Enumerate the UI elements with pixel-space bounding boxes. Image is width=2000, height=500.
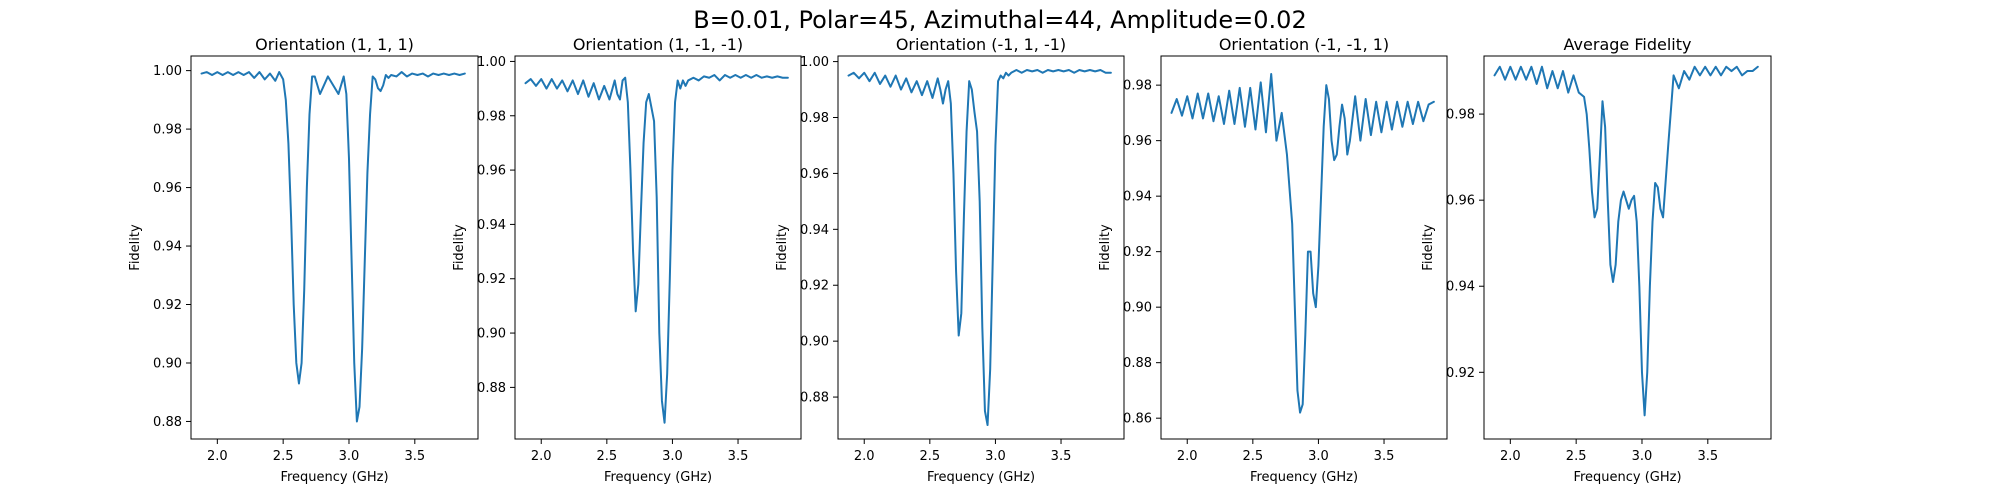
axes-frame: [1483, 55, 1772, 440]
subplot-3: 2.0 2.5 3.0 3.5 0.88 0.90 0.92 0.94 0.96 0.98 1.00…: [775, 35, 1125, 485]
y-tick-label: 0.98: [153, 123, 182, 138]
axes-frame: [190, 55, 479, 440]
series-line-1: [1493, 65, 1759, 417]
y-tick-label: 0.94: [800, 223, 829, 238]
y-tick-label: 0.96: [800, 167, 829, 182]
y-tick-label: 0.96: [477, 164, 506, 179]
y-tick-label: 1.00: [153, 64, 182, 79]
subplot-5: 2.0 2.5 3.0 3.5 0.92 0.94 0.96 0.98 Average Fide…: [1421, 35, 1772, 485]
x-tick-label: 3.0: [985, 449, 1006, 464]
subplot-1: 2.0 2.5 3.0 3.5 0.88 0.90 0.92 0.94 0.96 0.98 1.00…: [128, 35, 479, 485]
y-tick-label: 0.92: [477, 272, 506, 287]
series-line-1: [847, 68, 1112, 427]
y-axis-label: Fidelity: [1421, 224, 1436, 271]
x-tick-label: 3.0: [662, 449, 683, 464]
x-tick-label: 2.5: [919, 449, 940, 464]
axes-frame: [1160, 55, 1448, 440]
series-line-1: [200, 71, 466, 423]
y-tick-label: 0.92: [1123, 245, 1152, 260]
y-tick-label: 0.92: [800, 279, 829, 294]
x-tick-label: 3.5: [1374, 449, 1395, 464]
y-tick-label: 1.00: [800, 55, 829, 70]
x-tick-label: 2.5: [273, 449, 294, 464]
y-axis-label: Fidelity: [452, 224, 467, 271]
series-line-1: [1170, 73, 1435, 414]
x-tick-label: 2.0: [854, 449, 875, 464]
y-tick-label: 0.96: [153, 181, 182, 196]
y-tick-label: 0.96: [1123, 134, 1152, 149]
axes-frame: [514, 55, 802, 440]
x-tick-label: 2.5: [1242, 449, 1263, 464]
subplot-title: Orientation (1, 1, 1): [255, 35, 414, 54]
x-tick-label: 3.5: [1051, 449, 1072, 464]
y-tick-label: 0.96: [1446, 194, 1475, 209]
y-tick-label: 0.98: [800, 111, 829, 126]
subplot-4: 2.0 2.5 3.0 3.5 0.86 0.88 0.90 0.92 0.94 0.96 0.98…: [1098, 35, 1448, 485]
x-tick-label: 2.0: [207, 449, 228, 464]
x-tick-label: 2.5: [596, 449, 617, 464]
x-tick-label: 3.0: [1632, 449, 1653, 464]
x-axis-label: Frequency (GHz): [604, 470, 712, 485]
subplot-title: Orientation (1, -1, -1): [573, 35, 743, 54]
y-tick-label: 0.88: [800, 391, 829, 406]
y-tick-label: 0.94: [1446, 280, 1475, 295]
x-tick-label: 2.0: [1177, 449, 1198, 464]
y-axis-label: Fidelity: [775, 224, 790, 271]
x-tick-label: 3.0: [339, 449, 360, 464]
y-tick-label: 0.98: [1446, 108, 1475, 123]
y-tick-label: 0.88: [1123, 356, 1152, 371]
subplot-title: Average Fidelity: [1564, 35, 1692, 54]
y-tick-label: 1.00: [477, 55, 506, 70]
subplot-title: Orientation (-1, 1, -1): [896, 35, 1066, 54]
y-tick-label: 0.98: [477, 109, 506, 124]
x-tick-label: 2.0: [1500, 449, 1521, 464]
y-tick-label: 0.98: [1123, 79, 1152, 94]
y-axis-label: Fidelity: [1098, 224, 1113, 271]
y-tick-label: 0.92: [1446, 366, 1475, 381]
subplot-title: Orientation (-1, -1, 1): [1219, 35, 1389, 54]
y-tick-label: 0.88: [477, 381, 506, 396]
series-line-1: [524, 74, 789, 424]
y-tick-label: 0.88: [153, 415, 182, 430]
x-axis-label: Frequency (GHz): [280, 470, 388, 485]
x-tick-label: 3.5: [404, 449, 425, 464]
figure-title: B=0.01, Polar=45, Azimuthal=44, Amplitud…: [693, 6, 1307, 34]
x-tick-label: 3.5: [1697, 449, 1718, 464]
y-tick-label: 0.90: [800, 335, 829, 350]
x-tick-label: 3.5: [728, 449, 749, 464]
subplot-2: 2.0 2.5 3.0 3.5 0.88 0.90 0.92 0.94 0.96 0.98 1.00…: [452, 35, 802, 485]
y-axis-label: Fidelity: [128, 224, 143, 271]
x-axis-label: Frequency (GHz): [1250, 470, 1358, 485]
y-tick-label: 0.90: [1123, 301, 1152, 316]
axes-frame: [837, 55, 1125, 440]
x-tick-label: 2.0: [531, 449, 552, 464]
y-tick-label: 0.90: [153, 356, 182, 371]
x-tick-label: 2.5: [1566, 449, 1587, 464]
y-tick-label: 0.94: [1123, 190, 1152, 205]
x-axis-label: Frequency (GHz): [927, 470, 1035, 485]
y-tick-label: 0.86: [1123, 412, 1152, 427]
y-tick-label: 0.94: [153, 240, 182, 255]
y-tick-label: 0.92: [153, 298, 182, 313]
x-tick-label: 3.0: [1308, 449, 1329, 464]
y-tick-label: 0.94: [477, 218, 506, 233]
y-tick-label: 0.90: [477, 327, 506, 342]
x-axis-label: Frequency (GHz): [1573, 470, 1681, 485]
